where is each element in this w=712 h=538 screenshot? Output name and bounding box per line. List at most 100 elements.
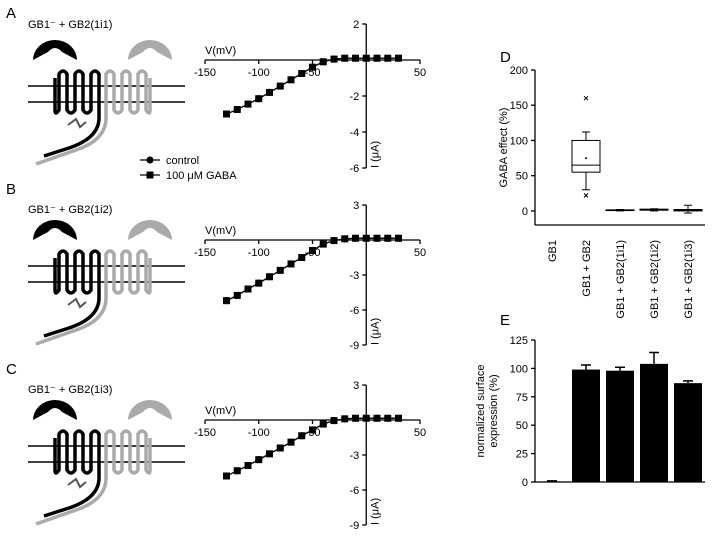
y-axis-label: GABA effect (%) bbox=[498, 108, 510, 188]
data-point bbox=[341, 235, 349, 243]
y-tick-label: -9 bbox=[349, 520, 359, 532]
data-point bbox=[298, 70, 306, 77]
legend-label: 100 μM GABA bbox=[166, 170, 237, 182]
data-point bbox=[309, 247, 316, 254]
y-tick-label: 200 bbox=[510, 65, 528, 77]
data-point bbox=[395, 234, 402, 242]
bar bbox=[640, 363, 668, 482]
data-point bbox=[266, 88, 273, 96]
panel-label: E bbox=[500, 312, 510, 329]
data-point bbox=[384, 54, 392, 62]
data-point bbox=[223, 110, 230, 118]
data-point bbox=[352, 234, 359, 242]
data-point bbox=[319, 240, 327, 248]
y-tick-label: 125 bbox=[510, 335, 528, 347]
mean bbox=[653, 208, 655, 211]
x-tick-label: GB1 + GB2(1i2) bbox=[649, 240, 661, 319]
data-point bbox=[330, 417, 338, 425]
y-tick-label: -2 bbox=[349, 91, 359, 103]
data-point bbox=[373, 54, 381, 62]
data-point bbox=[244, 462, 252, 469]
x-tick-label: GB1 + GB2(1i1) bbox=[615, 240, 627, 319]
panel-title: GB1⁻ + GB2(1i1) bbox=[28, 19, 112, 31]
bar bbox=[674, 383, 702, 482]
x-tick-label: 50 bbox=[414, 247, 426, 259]
data-point bbox=[352, 414, 359, 422]
x-tick-label: -150 bbox=[194, 427, 216, 439]
legend-label: control bbox=[166, 155, 199, 167]
data-point bbox=[341, 54, 349, 62]
y-tick-label: 75 bbox=[516, 392, 528, 404]
y-tick-label: 0 bbox=[522, 206, 528, 218]
data-point bbox=[223, 472, 230, 480]
data-point bbox=[362, 234, 370, 242]
y-tick-label: 3 bbox=[353, 380, 359, 392]
data-point bbox=[352, 54, 359, 62]
x-tick-label: 50 bbox=[414, 67, 426, 79]
x-tick-label: -100 bbox=[248, 427, 270, 439]
data-point bbox=[255, 95, 263, 103]
x-tick-label: 50 bbox=[414, 427, 426, 439]
bar bbox=[572, 369, 600, 482]
data-point bbox=[384, 414, 392, 422]
data-point bbox=[287, 438, 295, 446]
data-point bbox=[309, 63, 316, 71]
data-point bbox=[266, 450, 273, 458]
legend-marker bbox=[146, 171, 154, 179]
data-point bbox=[319, 58, 327, 66]
y-tick-label: 150 bbox=[510, 100, 528, 112]
data-point bbox=[244, 285, 252, 293]
data-point bbox=[223, 297, 230, 305]
y-tick-label: -6 bbox=[349, 485, 359, 497]
data-point bbox=[330, 55, 338, 63]
receptor-diagram bbox=[26, 218, 187, 346]
x-tick-label: -150 bbox=[194, 67, 216, 79]
y-axis-label: normalized surface bbox=[475, 365, 487, 458]
data-point bbox=[395, 414, 402, 422]
data-point bbox=[298, 432, 306, 440]
y-tick-label: -4 bbox=[349, 127, 359, 139]
data-point bbox=[298, 254, 306, 261]
y-tick-label: 100 bbox=[510, 135, 528, 147]
receptor-diagram bbox=[26, 398, 187, 526]
mean bbox=[619, 209, 621, 212]
data-point bbox=[330, 237, 338, 245]
data-point bbox=[276, 82, 284, 90]
bar bbox=[606, 370, 634, 482]
data-point bbox=[384, 234, 392, 242]
x-tick-label: -100 bbox=[248, 67, 270, 79]
panel-label: B bbox=[6, 181, 16, 198]
x-axis-label: V(mV) bbox=[205, 45, 236, 57]
y-tick-label: -9 bbox=[349, 340, 359, 352]
y-axis-label: expression (%) bbox=[488, 374, 500, 447]
data-point bbox=[287, 260, 295, 268]
outlier bbox=[583, 193, 589, 198]
y-tick-label: 50 bbox=[516, 420, 528, 432]
data-point bbox=[233, 291, 241, 299]
y-tick-label: -3 bbox=[349, 270, 359, 282]
y-tick-label: -6 bbox=[349, 305, 359, 317]
y-axis-label: I (μA) bbox=[369, 141, 381, 168]
mean bbox=[585, 157, 587, 160]
legend-marker bbox=[146, 156, 154, 164]
x-axis-label: V(mV) bbox=[205, 225, 236, 237]
x-tick-label: GB1 + GB2(1i3) bbox=[683, 240, 695, 319]
panel-title: GB1⁻ + GB2(1i2) bbox=[28, 204, 112, 216]
panel-title: GB1⁻ + GB2(1i3) bbox=[28, 384, 112, 396]
data-point bbox=[244, 100, 252, 108]
data-point bbox=[362, 414, 370, 422]
data-point bbox=[233, 467, 241, 475]
y-axis-label: I (μA) bbox=[369, 318, 381, 345]
data-point bbox=[276, 266, 284, 274]
data-point bbox=[233, 106, 241, 113]
y-axis-label: I (μA) bbox=[369, 498, 381, 525]
y-tick-label: -6 bbox=[349, 163, 359, 175]
y-tick-label: 25 bbox=[516, 449, 528, 461]
y-tick-label: 2 bbox=[353, 19, 359, 31]
y-tick-label: 0 bbox=[522, 477, 528, 489]
mean bbox=[687, 209, 689, 212]
data-point bbox=[266, 273, 273, 281]
data-point bbox=[309, 426, 316, 434]
x-tick-label: -100 bbox=[248, 247, 270, 259]
y-tick-label: 50 bbox=[516, 171, 528, 183]
